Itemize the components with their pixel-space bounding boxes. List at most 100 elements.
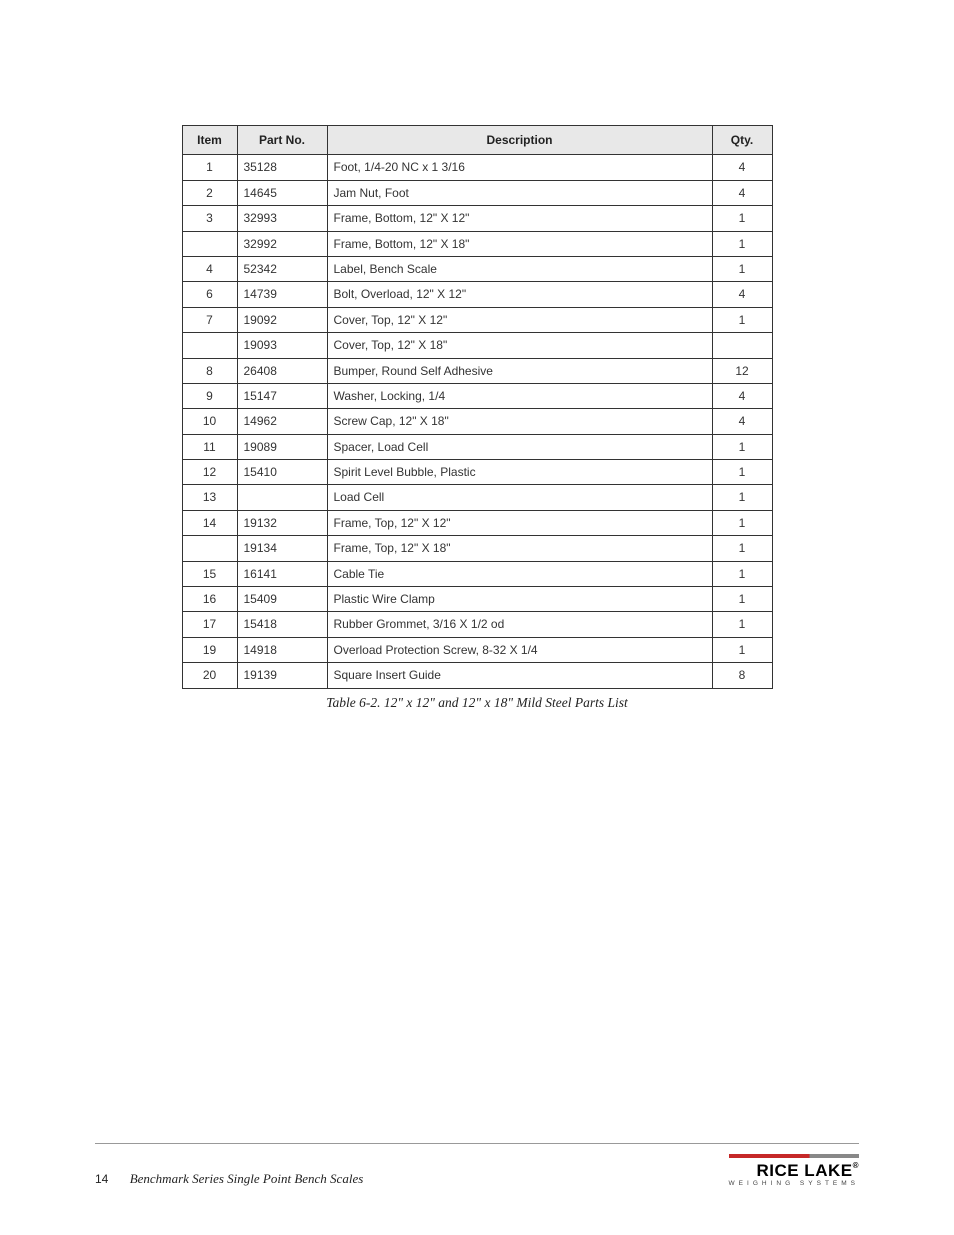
page: Item Part No. Description Qty. 135128Foo… (0, 0, 954, 1235)
cell-part: 26408 (237, 358, 327, 383)
cell-desc: Plastic Wire Clamp (327, 587, 712, 612)
cell-part: 15410 (237, 460, 327, 485)
cell-part: 32993 (237, 206, 327, 231)
cell-qty: 1 (712, 536, 772, 561)
cell-desc: Frame, Top, 12" X 12" (327, 510, 712, 535)
cell-desc: Bolt, Overload, 12" X 12" (327, 282, 712, 307)
cell-item: 11 (182, 434, 237, 459)
cell-qty: 4 (712, 383, 772, 408)
cell-desc: Frame, Top, 12" X 18" (327, 536, 712, 561)
table-row: 915147Washer, Locking, 1/44 (182, 383, 772, 408)
cell-qty: 1 (712, 206, 772, 231)
cell-part: 19089 (237, 434, 327, 459)
table-row: 1215410Spirit Level Bubble, Plastic1 (182, 460, 772, 485)
cell-qty: 1 (712, 612, 772, 637)
cell-part: 16141 (237, 561, 327, 586)
cell-part: 52342 (237, 256, 327, 281)
col-header-part: Part No. (237, 126, 327, 155)
cell-part: 14918 (237, 637, 327, 662)
cell-desc: Spacer, Load Cell (327, 434, 712, 459)
cell-part: 14739 (237, 282, 327, 307)
table-row: 1119089Spacer, Load Cell1 (182, 434, 772, 459)
cell-part: 19139 (237, 663, 327, 688)
table-row: 452342Label, Bench Scale1 (182, 256, 772, 281)
cell-qty: 1 (712, 256, 772, 281)
cell-qty: 4 (712, 409, 772, 434)
cell-part: 15409 (237, 587, 327, 612)
parts-table-body: 135128Foot, 1/4-20 NC x 1 3/164214645Jam… (182, 155, 772, 688)
cell-qty: 8 (712, 663, 772, 688)
cell-desc: Frame, Bottom, 12" X 18" (327, 231, 712, 256)
cell-qty: 1 (712, 307, 772, 332)
registered-icon: ® (853, 1161, 859, 1170)
table-row: 19134Frame, Top, 12" X 18"1 (182, 536, 772, 561)
footer-left: 14 Benchmark Series Single Point Bench S… (95, 1171, 363, 1187)
cell-part: 14645 (237, 180, 327, 205)
cell-desc: Frame, Bottom, 12" X 12" (327, 206, 712, 231)
cell-desc: Foot, 1/4-20 NC x 1 3/16 (327, 155, 712, 180)
cell-item: 8 (182, 358, 237, 383)
cell-desc: Label, Bench Scale (327, 256, 712, 281)
cell-part: 15147 (237, 383, 327, 408)
cell-part: 14962 (237, 409, 327, 434)
cell-qty: 4 (712, 155, 772, 180)
table-caption: Table 6-2. 12" x 12" and 12" x 18" Mild … (95, 695, 859, 711)
cell-item: 10 (182, 409, 237, 434)
page-number: 14 (95, 1172, 108, 1186)
table-row: 32992Frame, Bottom, 12" X 18"1 (182, 231, 772, 256)
cell-item: 12 (182, 460, 237, 485)
col-header-qty: Qty. (712, 126, 772, 155)
table-row: 332993Frame, Bottom, 12" X 12"1 (182, 206, 772, 231)
cell-qty: 1 (712, 460, 772, 485)
cell-qty: 1 (712, 561, 772, 586)
table-row: 1615409Plastic Wire Clamp1 (182, 587, 772, 612)
cell-part: 19093 (237, 333, 327, 358)
col-header-item: Item (182, 126, 237, 155)
cell-item: 7 (182, 307, 237, 332)
cell-desc: Jam Nut, Foot (327, 180, 712, 205)
cell-qty: 4 (712, 180, 772, 205)
cell-qty (712, 333, 772, 358)
cell-part: 35128 (237, 155, 327, 180)
table-row: 13Load Cell1 (182, 485, 772, 510)
logo-name: RICE LAKE® (729, 1162, 859, 1179)
cell-item: 13 (182, 485, 237, 510)
cell-item: 1 (182, 155, 237, 180)
cell-part: 15418 (237, 612, 327, 637)
cell-part: 19134 (237, 536, 327, 561)
table-row: 719092Cover, Top, 12" X 12"1 (182, 307, 772, 332)
cell-part: 19092 (237, 307, 327, 332)
table-row: 1419132Frame, Top, 12" X 12"1 (182, 510, 772, 535)
cell-item: 4 (182, 256, 237, 281)
cell-desc: Overload Protection Screw, 8-32 X 1/4 (327, 637, 712, 662)
brand-logo: RICE LAKE® WEIGHING SYSTEMS (729, 1154, 859, 1187)
cell-qty: 4 (712, 282, 772, 307)
cell-qty: 1 (712, 231, 772, 256)
cell-item: 20 (182, 663, 237, 688)
cell-qty: 12 (712, 358, 772, 383)
cell-item (182, 333, 237, 358)
cell-item (182, 231, 237, 256)
cell-item: 2 (182, 180, 237, 205)
footer-row: 14 Benchmark Series Single Point Bench S… (95, 1154, 859, 1187)
cell-desc: Screw Cap, 12" X 18" (327, 409, 712, 434)
cell-item: 6 (182, 282, 237, 307)
cell-item: 15 (182, 561, 237, 586)
parts-table: Item Part No. Description Qty. 135128Foo… (182, 125, 773, 689)
page-footer: 14 Benchmark Series Single Point Bench S… (95, 1143, 859, 1187)
cell-desc: Rubber Grommet, 3/16 X 1/2 od (327, 612, 712, 637)
table-row: 826408Bumper, Round Self Adhesive12 (182, 358, 772, 383)
cell-item: 3 (182, 206, 237, 231)
cell-qty: 1 (712, 434, 772, 459)
cell-qty: 1 (712, 587, 772, 612)
cell-desc: Cover, Top, 12" X 18" (327, 333, 712, 358)
table-row: 2019139Square Insert Guide8 (182, 663, 772, 688)
table-row: 135128Foot, 1/4-20 NC x 1 3/164 (182, 155, 772, 180)
cell-item: 19 (182, 637, 237, 662)
cell-desc: Bumper, Round Self Adhesive (327, 358, 712, 383)
cell-desc: Load Cell (327, 485, 712, 510)
cell-desc: Washer, Locking, 1/4 (327, 383, 712, 408)
cell-item: 17 (182, 612, 237, 637)
cell-item (182, 536, 237, 561)
table-row: 614739Bolt, Overload, 12" X 12"4 (182, 282, 772, 307)
